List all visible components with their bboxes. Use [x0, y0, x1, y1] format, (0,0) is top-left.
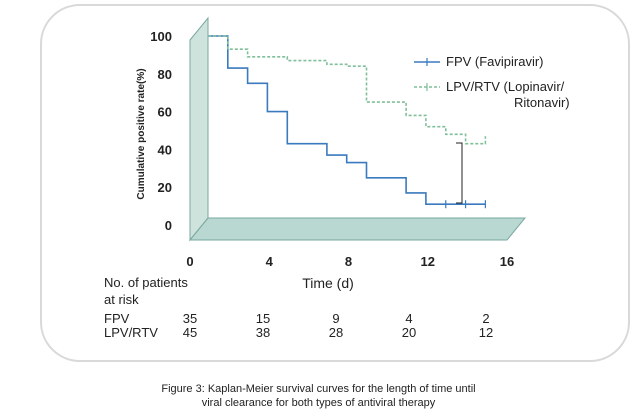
x-tick-label: 8: [345, 254, 352, 269]
risk-cell: 45: [183, 325, 197, 340]
risk-table: No. of patients at risk FPV 35 15 9 4 2 LPV/RT…: [104, 275, 493, 340]
risk-cell: 4: [405, 311, 412, 326]
risk-row-label: LPV/RTV: [104, 325, 158, 340]
risk-cell: 15: [256, 311, 270, 326]
risk-cell: 20: [402, 325, 416, 340]
x-tick-label: 4: [266, 254, 274, 269]
risk-row-label: FPV: [104, 311, 130, 326]
y-tick-label: 0: [165, 218, 172, 233]
x-tick-label: 12: [421, 254, 435, 269]
y-tick-label: 100: [150, 29, 172, 44]
lpv-rtv-curve: [208, 35, 487, 145]
risk-cell: 28: [329, 325, 343, 340]
x-axis-label: Time (d): [302, 275, 354, 291]
y-tick-label: 80: [158, 67, 172, 82]
x-tick-label: 16: [500, 254, 514, 269]
back-wall: [189, 16, 209, 242]
y-axis-label: Cumulative positive rate(%): [136, 68, 147, 199]
risk-cell: 12: [479, 325, 493, 340]
risk-heading-line2: at risk: [104, 292, 139, 307]
floor: [188, 217, 527, 241]
risk-cell: 38: [256, 325, 270, 340]
legend-fpv-label: FPV (Favipiravir): [446, 54, 544, 69]
fpv-curve: [208, 35, 486, 205]
comparison-bracket: [456, 142, 463, 204]
y-tick-label: 20: [158, 180, 172, 195]
y-tick-label: 40: [158, 142, 172, 157]
legend-lpv-label-line1: LPV/RTV (Lopinavir/: [446, 79, 565, 94]
risk-cell: 35: [183, 311, 197, 326]
risk-cell: 9: [332, 311, 339, 326]
y-tick-label: 60: [158, 105, 172, 120]
caption-line1: Figure 3: Kaplan-Meier survival curves f…: [161, 383, 476, 395]
legend: FPV (Favipiravir) LPV/RTV (Lopinavir/ Ri…: [414, 54, 570, 110]
risk-cell: 2: [482, 311, 489, 326]
x-tick-label: 0: [186, 254, 193, 269]
caption-line2: viral clearance for both types of antivi…: [201, 397, 436, 409]
figure-caption: Figure 3: Kaplan-Meier survival curves f…: [0, 382, 637, 410]
legend-lpv-label-line2: Ritonavir): [514, 95, 570, 110]
risk-heading-line1: No. of patients: [104, 275, 188, 290]
